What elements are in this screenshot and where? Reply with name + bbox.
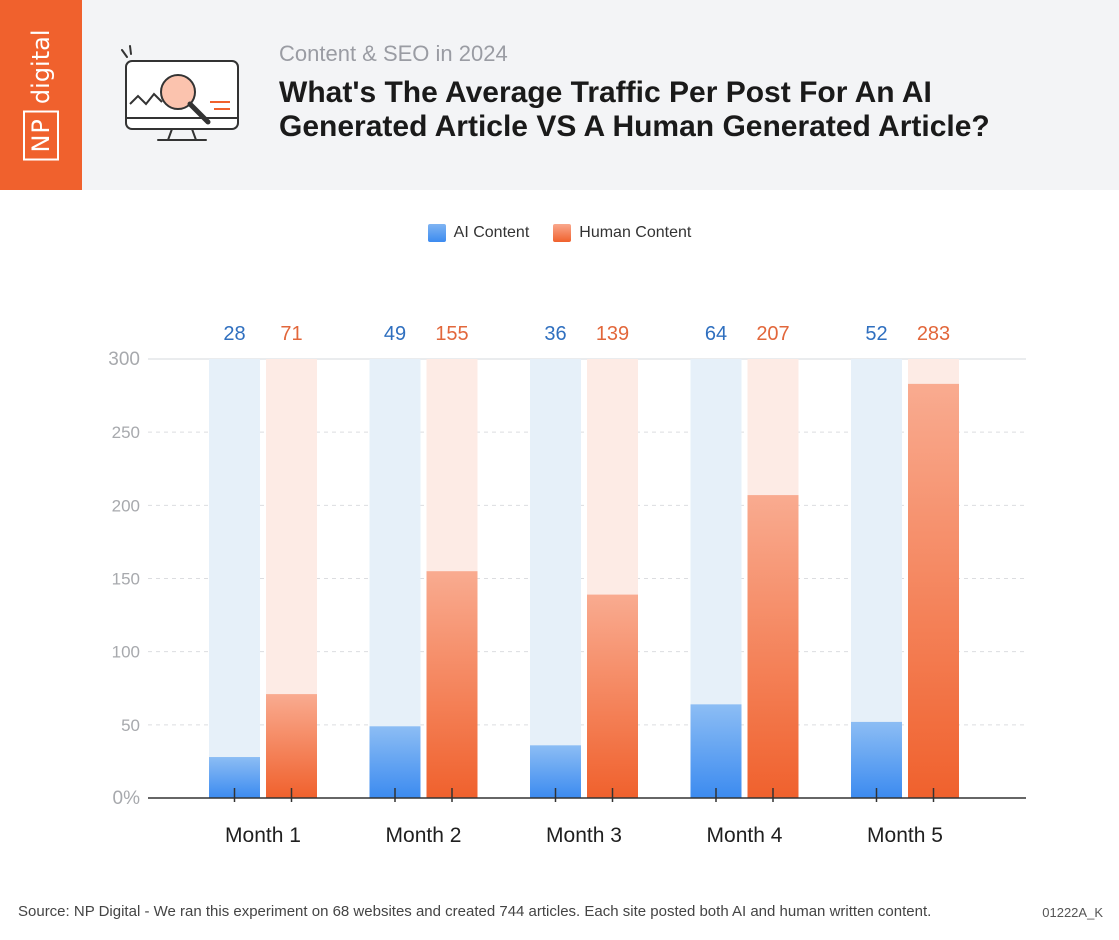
title-line-1: What's The Average Traffic Per Post For … [279,76,932,109]
chart-title: What's The Average Traffic Per Post For … [279,76,1059,144]
data-label-ai: 36 [544,323,566,345]
bar-track-ai [369,359,421,798]
bar-ai [851,721,902,798]
figure-code: 01222A_K [1042,905,1103,920]
data-label-human: 139 [596,323,629,345]
bar-human [587,594,638,798]
bar-human [747,495,799,798]
subtitle: Content & SEO in 2024 [279,41,508,66]
monitor-magnifier-icon [121,45,239,141]
legend-swatch-human [553,224,572,242]
bar-human [908,383,959,798]
legend-swatch-ai [427,224,446,242]
source-note: Source: NP Digital - We ran this experim… [18,903,932,920]
bars [209,359,959,798]
y-tick-label: 300 [108,349,140,370]
bar-human [426,571,478,798]
x-tick-label: Month 1 [225,824,301,847]
data-label-ai: 64 [705,323,727,345]
data-label-ai: 49 [384,323,406,345]
y-tick-label: 200 [112,496,140,515]
y-tick-label: 250 [112,423,140,442]
bar-ai [690,704,742,798]
data-label-human: 155 [435,323,468,345]
x-axis: Month 1 Month 2 Month 3 Month 4 Month 5 [148,788,1026,847]
y-axis-ticks: 0% 50 100 150 200 250 300 [108,349,140,809]
y-tick-label: 0% [113,788,141,809]
header-banner: NP digital Content & SEO in 2024 What's … [0,0,1119,190]
y-tick-label: 150 [112,570,140,589]
logo: NP digital [0,0,82,190]
y-tick-label: 50 [121,716,140,735]
data-label-ai: 28 [223,323,245,345]
x-tick-label: Month 5 [867,824,943,847]
bar-human [266,694,317,798]
bar-ai [369,726,421,798]
bar-track-ai [530,359,581,798]
data-label-ai: 52 [865,323,887,345]
data-label-human: 283 [917,323,950,345]
bar-track-ai [209,359,260,798]
x-tick-label: Month 4 [707,824,783,847]
chart-legend: AI Content Human Content [0,224,1119,242]
data-label-human: 207 [756,323,789,345]
data-label-human: 71 [280,323,302,345]
y-tick-label: 100 [112,643,140,662]
data-labels: 28 71 49 155 36 139 64 207 52 283 [223,323,950,345]
legend-label-human: Human Content [579,224,692,241]
legend-item-human: Human Content [553,224,691,242]
x-tick-label: Month 3 [546,824,622,847]
title-line-2: Generated Article VS A Human Generated A… [279,110,990,143]
legend-item-ai: AI Content [427,224,530,242]
legend-label-ai: AI Content [453,224,530,241]
x-tick-label: Month 2 [386,824,462,847]
